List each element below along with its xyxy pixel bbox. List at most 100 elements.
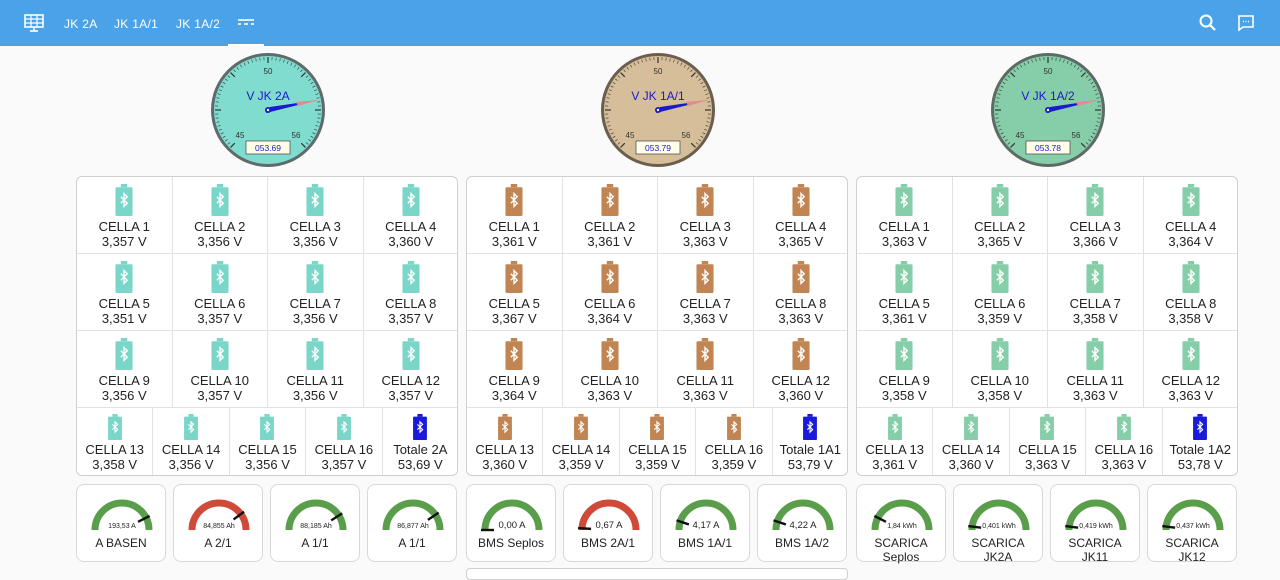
battery-bluetooth-icon <box>184 414 198 440</box>
cell-voltage: 3,363 V <box>857 234 952 249</box>
cell-voltage: 3,359 V <box>543 457 618 472</box>
total-name: Totale 1A1 <box>773 442 848 457</box>
tab-jk-1a-1[interactable]: JK 1A/1 <box>114 0 158 46</box>
battery-bluetooth-icon <box>696 261 714 293</box>
mini-gauge-value: 84,855 Ah <box>203 523 235 530</box>
mini-gauge-needle <box>968 526 981 528</box>
mini-gauge-card[interactable]: 0,67 A BMS 2A/1 <box>563 484 653 562</box>
cell-name: CELLA 4 <box>754 219 849 234</box>
feedback-icon[interactable] <box>1236 13 1256 33</box>
tab-jk-2a[interactable]: JK 2A <box>64 0 98 46</box>
battery-bluetooth-icon <box>792 184 810 216</box>
tab-overview[interactable] <box>228 0 264 46</box>
mini-gauge-card[interactable]: 193,53 A A BASEN <box>76 484 166 562</box>
mini-gauge-label: A 1/1 <box>271 536 359 550</box>
mini-gauge-card[interactable]: 0,401 kWh SCARICA JK2A <box>953 484 1043 562</box>
cell-name: CELLA 14 <box>153 442 228 457</box>
mini-gauge-value: 0,401 kWh <box>982 523 1016 530</box>
cell-voltage: 3,356 V <box>173 234 268 249</box>
total-name: Totale 1A2 <box>1163 442 1238 457</box>
mini-gauge-card[interactable]: 0,00 A BMS Seplos <box>466 484 556 562</box>
mini-gauge-card[interactable]: 4,17 A BMS 1A/1 <box>660 484 750 562</box>
mini-gauge-card[interactable]: 84,855 Ah A 2/1 <box>173 484 263 562</box>
cell-voltage: 3,360 V <box>467 457 542 472</box>
mini-gauge-card[interactable]: 1,84 kWh SCARICA Seplos <box>856 484 946 562</box>
cell-voltage: 3,358 V <box>857 388 952 403</box>
cell-name: CELLA 11 <box>1048 373 1143 388</box>
mini-gauge-card[interactable]: 4,22 A BMS 1A/2 <box>757 484 847 562</box>
cell-voltage: 3,363 V <box>1010 457 1085 472</box>
mini-gauge-card[interactable]: 0,437 kWh SCARICA JK12 <box>1147 484 1237 562</box>
search-icon[interactable] <box>1198 13 1218 33</box>
cell-voltage: 3,357 V <box>77 234 172 249</box>
cell-name: CELLA 3 <box>658 219 753 234</box>
solar-panel-icon[interactable] <box>24 13 44 33</box>
mini-gauge-card[interactable]: 88,185 Ah A 1/1 <box>270 484 360 562</box>
cell-name: CELLA 10 <box>173 373 268 388</box>
mini-gauge-card[interactable]: 0,419 kWh SCARICA JK11 <box>1050 484 1140 562</box>
gauge-top-tick: 50 <box>264 67 273 76</box>
cell-name: CELLA 7 <box>1048 296 1143 311</box>
battery-bluetooth-icon <box>650 414 664 440</box>
cell-voltage: 3,357 V <box>306 457 381 472</box>
tab-jk-1a-2[interactable]: JK 1A/2 <box>176 0 220 46</box>
total-name: Totale 2A <box>383 442 458 457</box>
cell-voltage: 3,363 V <box>658 311 753 326</box>
cell-voltage: 3,357 V <box>364 311 459 326</box>
mini-gauge-needle <box>1065 526 1078 528</box>
mini-gauge-card[interactable]: 86,877 Ah A 1/1 <box>367 484 457 562</box>
mini-gauge-label: A 2/1 <box>174 536 262 550</box>
